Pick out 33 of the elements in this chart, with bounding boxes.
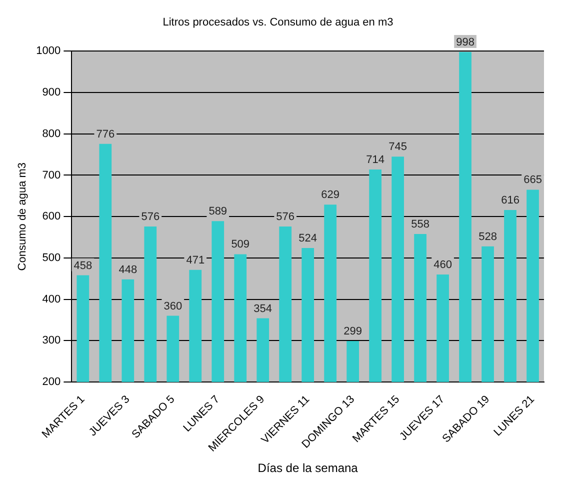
data-label: 458 bbox=[74, 260, 92, 272]
y-tick-label: 600 bbox=[42, 210, 61, 223]
data-label: 448 bbox=[118, 264, 138, 276]
y-tick-label: 800 bbox=[42, 128, 61, 140]
data-label: 714 bbox=[366, 154, 384, 166]
y-axis-title: Consumo de agua m3 bbox=[16, 162, 29, 271]
data-label: 460 bbox=[434, 258, 452, 271]
data-label: 998 bbox=[456, 36, 474, 49]
data-label: 524 bbox=[298, 232, 318, 245]
y-tick-label: 200 bbox=[42, 376, 61, 388]
data-label: 576 bbox=[276, 211, 295, 224]
y-tick-label: 300 bbox=[42, 334, 61, 347]
data-label: 360 bbox=[164, 300, 182, 312]
data-label: 616 bbox=[501, 194, 520, 206]
data-label: 576 bbox=[141, 211, 160, 224]
data-label: 589 bbox=[208, 206, 228, 218]
data-label: 528 bbox=[478, 230, 497, 243]
data-label: 471 bbox=[186, 254, 205, 266]
y-tick-label: 700 bbox=[42, 169, 61, 182]
data-label: 509 bbox=[231, 238, 250, 251]
data-label: 354 bbox=[254, 302, 272, 315]
y-tick-label: 500 bbox=[42, 252, 61, 264]
chart-title: Litros procesados vs. Consumo de agua en m3 bbox=[162, 16, 394, 29]
y-tick-label: 900 bbox=[42, 86, 61, 99]
data-label: 558 bbox=[411, 218, 430, 230]
data-label: 665 bbox=[524, 174, 542, 186]
y-tick-label: 1000 bbox=[36, 45, 61, 58]
data-label: 629 bbox=[321, 189, 340, 202]
data-label: 745 bbox=[388, 141, 407, 154]
x-axis-title: Días de la semana bbox=[258, 461, 358, 476]
y-tick-label: 400 bbox=[42, 293, 61, 306]
data-label: 299 bbox=[344, 326, 362, 338]
data-label: 776 bbox=[96, 128, 115, 140]
